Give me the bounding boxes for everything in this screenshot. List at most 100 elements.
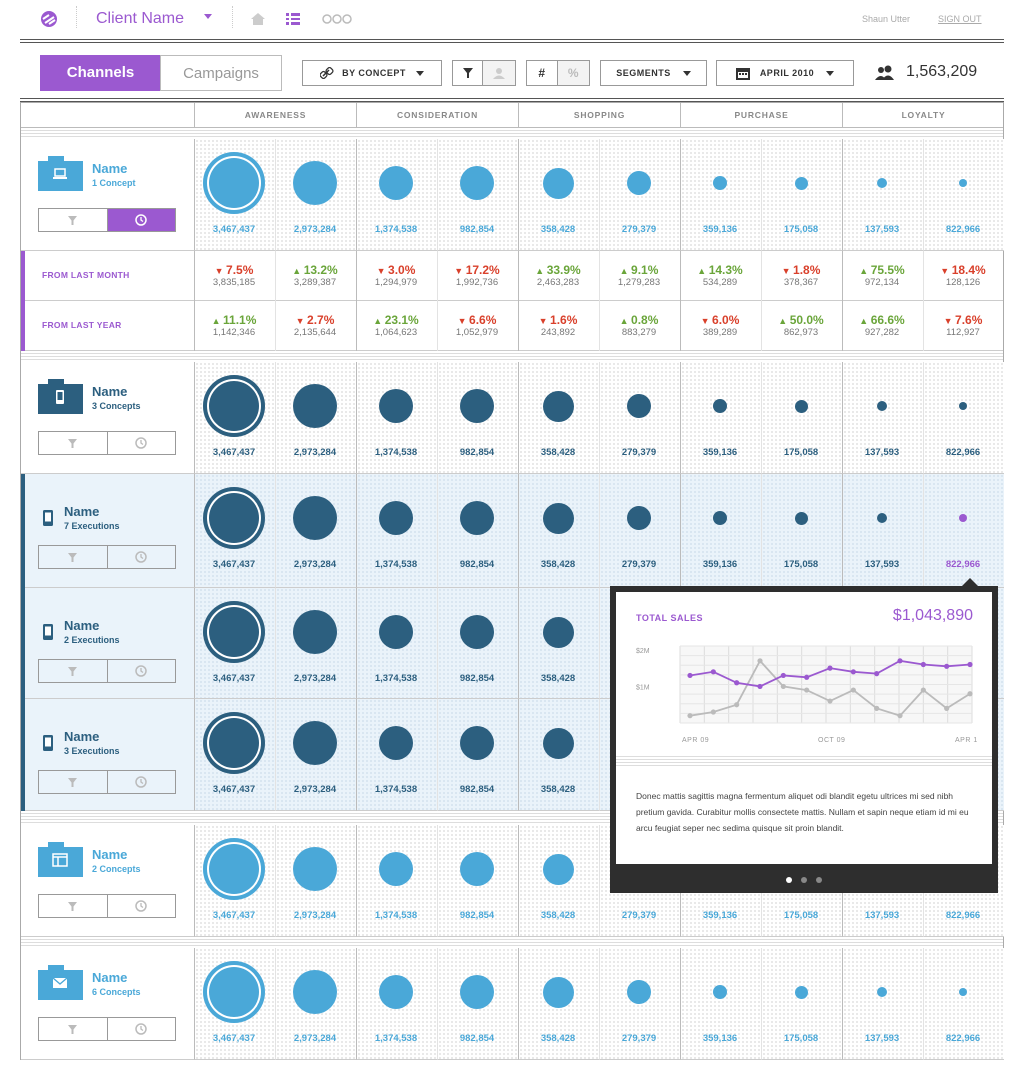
value-circle[interactable] (379, 726, 413, 760)
row-filter-toggle[interactable] (38, 894, 176, 918)
flow-icon[interactable] (322, 13, 352, 25)
clock-icon[interactable] (106, 771, 176, 793)
value-circle[interactable] (542, 167, 574, 199)
row-filter-toggle[interactable] (38, 431, 176, 455)
row-filter-toggle[interactable] (38, 208, 176, 232)
value-circle[interactable] (203, 961, 265, 1023)
value-circle[interactable] (542, 616, 574, 648)
value-circle[interactable] (203, 838, 265, 900)
value-circle[interactable] (627, 506, 651, 530)
value-circle[interactable] (877, 513, 887, 523)
value-circle[interactable] (794, 399, 808, 413)
value-circle[interactable] (379, 166, 413, 200)
row-filter-toggle[interactable] (38, 1017, 176, 1041)
value-circle[interactable] (293, 721, 337, 765)
clock-icon[interactable] (106, 660, 176, 682)
filter-icon[interactable] (39, 432, 107, 454)
value-circle[interactable] (203, 601, 265, 663)
tab-channels[interactable]: Channels (40, 55, 161, 91)
number-toggle[interactable]: # (526, 60, 558, 86)
value-circle[interactable] (627, 171, 651, 195)
value-circle[interactable] (627, 980, 651, 1004)
value-circle[interactable] (460, 615, 494, 649)
filter-button[interactable] (452, 60, 483, 86)
value-circle[interactable] (542, 727, 574, 759)
value-circle[interactable] (794, 176, 808, 190)
person-filter-button[interactable] (482, 60, 516, 86)
value-circle[interactable] (203, 487, 265, 549)
value-circle[interactable] (713, 399, 727, 413)
list-icon[interactable] (286, 13, 300, 25)
value-circle[interactable] (203, 712, 265, 774)
clock-icon[interactable] (106, 895, 176, 917)
filter-icon[interactable] (39, 1018, 107, 1040)
value-circle[interactable] (460, 166, 494, 200)
clock-icon[interactable] (106, 1018, 176, 1040)
popup-amount: $1,043,890 (892, 607, 973, 624)
value-circle[interactable] (542, 976, 574, 1008)
value-circle[interactable] (293, 384, 337, 428)
value-circle[interactable] (460, 852, 494, 886)
filter-icon[interactable] (39, 660, 107, 682)
value-circle[interactable] (293, 970, 337, 1014)
pager-dot-1[interactable] (786, 877, 792, 883)
filter-icon[interactable] (39, 209, 107, 231)
chevron-down-icon[interactable] (204, 14, 212, 19)
value-circle[interactable] (959, 179, 967, 187)
value-circle[interactable] (713, 176, 727, 190)
date-dropdown[interactable]: APRIL 2010 (716, 60, 854, 86)
value-circle[interactable] (460, 389, 494, 423)
value-circle[interactable] (293, 847, 337, 891)
percent-toggle[interactable]: % (557, 60, 590, 86)
change-percent: ▼ 1.8% (761, 263, 841, 277)
clock-icon[interactable] (106, 432, 176, 454)
row-filter-toggle[interactable] (38, 770, 176, 794)
value-circle[interactable] (542, 853, 574, 885)
value-circle[interactable] (293, 161, 337, 205)
value-circle[interactable] (460, 501, 494, 535)
pager-dot-3[interactable] (816, 877, 822, 883)
client-name-select[interactable]: Client Name (96, 10, 185, 27)
clock-icon[interactable] (106, 209, 175, 231)
change-value: 75.5% (870, 263, 905, 277)
value-circle[interactable] (713, 985, 727, 999)
value-label: 279,379 (621, 224, 657, 235)
clock-icon[interactable] (106, 546, 176, 568)
change-value: 17.2% (465, 263, 500, 277)
value-circle[interactable] (379, 852, 413, 886)
value-label: 1,374,538 (374, 447, 418, 458)
value-circle[interactable] (713, 511, 727, 525)
value-circle[interactable] (379, 389, 413, 423)
value-circle[interactable] (877, 401, 887, 411)
value-circle[interactable] (959, 514, 967, 522)
segments-dropdown[interactable]: SEGMENTS (600, 60, 707, 86)
value-circle[interactable] (877, 987, 887, 997)
value-circle[interactable] (877, 178, 887, 188)
value-circle[interactable] (379, 615, 413, 649)
value-circle[interactable] (293, 610, 337, 654)
value-circle[interactable] (794, 985, 808, 999)
value-circle[interactable] (293, 496, 337, 540)
home-icon[interactable] (250, 12, 266, 26)
value-circle[interactable] (460, 726, 494, 760)
value-circle[interactable] (203, 152, 265, 214)
value-circle[interactable] (959, 402, 967, 410)
value-circle[interactable] (542, 390, 574, 422)
value-circle[interactable] (379, 501, 413, 535)
value-circle[interactable] (627, 394, 651, 418)
filter-icon[interactable] (39, 771, 107, 793)
value-circle[interactable] (542, 502, 574, 534)
row-filter-toggle[interactable] (38, 545, 176, 569)
tab-campaigns[interactable]: Campaigns (160, 55, 282, 91)
row-filter-toggle[interactable] (38, 659, 176, 683)
filter-icon[interactable] (39, 895, 107, 917)
filter-icon[interactable] (39, 546, 107, 568)
value-circle[interactable] (203, 375, 265, 437)
value-circle[interactable] (959, 988, 967, 996)
by-concept-dropdown[interactable]: BY CONCEPT (302, 60, 442, 86)
value-circle[interactable] (460, 975, 494, 1009)
value-circle[interactable] (794, 511, 808, 525)
value-circle[interactable] (379, 975, 413, 1009)
pager-dot-2[interactable] (801, 877, 807, 883)
sign-out-link[interactable]: SIGN OUT (938, 14, 982, 24)
